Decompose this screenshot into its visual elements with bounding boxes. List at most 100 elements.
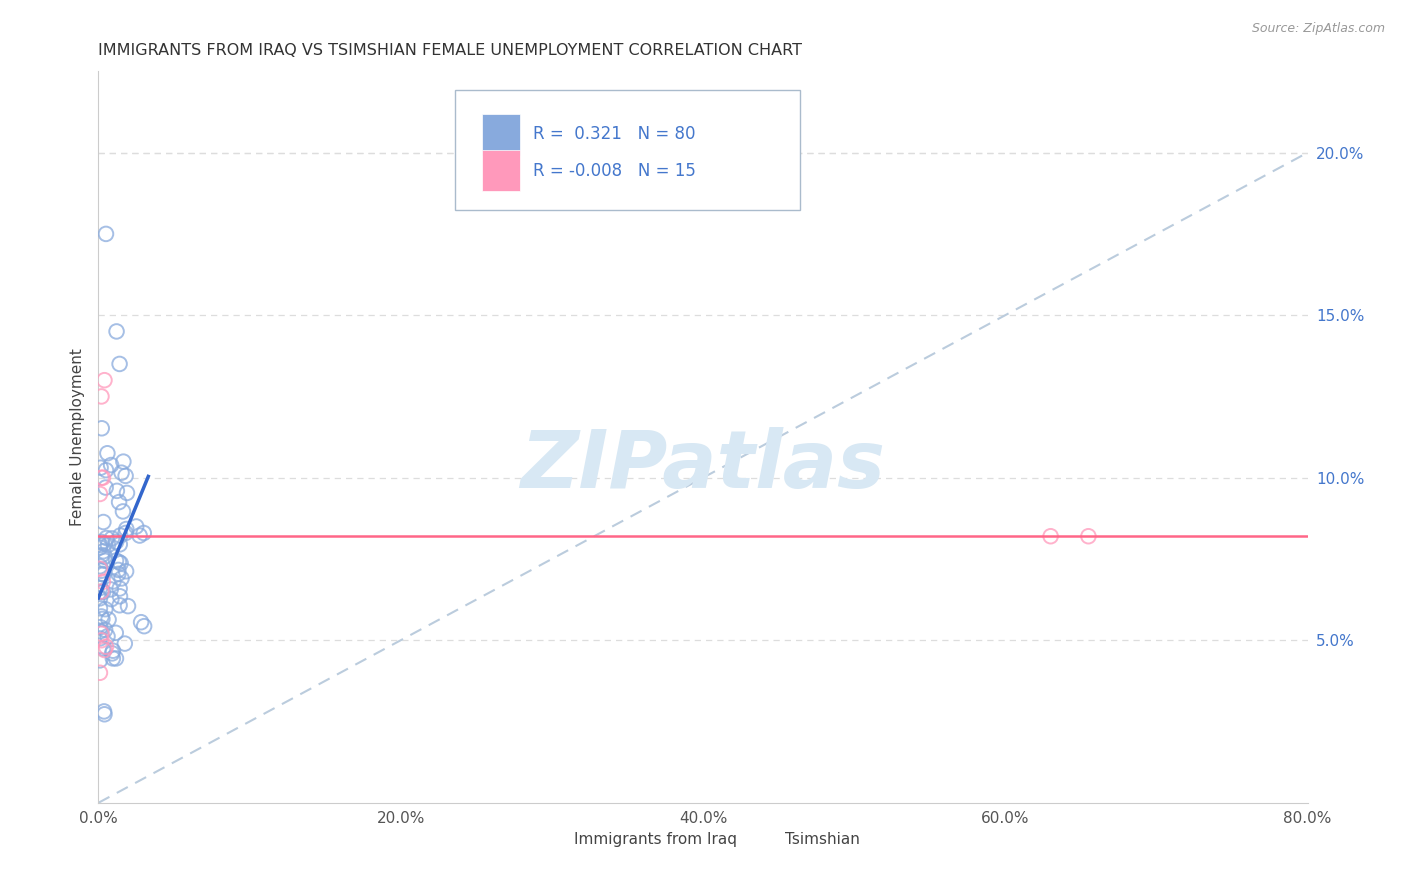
Point [107, 563, 129, 577]
Point [134, 619, 156, 633]
Point [105, 534, 128, 549]
Point [110, 571, 132, 585]
Point [108, 537, 131, 551]
Text: Tsimshian: Tsimshian [785, 832, 860, 847]
Point [103, 574, 125, 589]
Point [96, 629, 118, 643]
Point [111, 504, 134, 518]
Point [90, 421, 112, 435]
Point [91, 585, 114, 599]
Point [105, 483, 128, 498]
Point [93, 643, 115, 657]
Point [104, 625, 127, 640]
Point [101, 646, 124, 660]
Point [104, 553, 127, 567]
Y-axis label: Female Unemployment: Female Unemployment [69, 348, 84, 526]
Point [132, 526, 155, 541]
Point [91, 641, 114, 656]
Point [91, 574, 114, 589]
Text: IMMIGRANTS FROM IRAQ VS TSIMSHIAN FEMALE UNEMPLOYMENT CORRELATION CHART: IMMIGRANTS FROM IRAQ VS TSIMSHIAN FEMALE… [98, 43, 803, 58]
Text: ZIPatlas: ZIPatlas [520, 427, 886, 506]
Point [115, 486, 138, 500]
Point [101, 651, 124, 665]
Point [104, 651, 127, 665]
Point [94, 623, 117, 637]
Point [97, 613, 120, 627]
Point [94, 549, 117, 564]
Point [96, 531, 118, 545]
Point [89, 632, 111, 646]
Point [89, 665, 111, 680]
Point [93, 515, 115, 529]
Point [93, 707, 115, 722]
Point [108, 357, 131, 371]
Point [110, 556, 132, 570]
Point [110, 528, 132, 542]
Point [93, 567, 115, 582]
Point [89, 538, 111, 552]
Point [108, 555, 131, 569]
Point [107, 566, 129, 581]
Point [89, 581, 111, 595]
Point [90, 548, 112, 562]
Point [114, 468, 136, 483]
Point [115, 564, 138, 578]
Text: Immigrants from Iraq: Immigrants from Iraq [574, 832, 737, 847]
Point [90, 389, 112, 403]
Point [91, 544, 114, 558]
Point [90, 460, 112, 475]
Point [93, 705, 115, 719]
Point [93, 373, 115, 387]
Point [1077, 529, 1099, 543]
Point [91, 612, 114, 626]
Point [89, 541, 111, 555]
FancyBboxPatch shape [526, 823, 567, 855]
Point [108, 590, 131, 604]
Point [101, 532, 124, 546]
Point [100, 582, 122, 597]
Point [89, 562, 111, 576]
Point [108, 582, 131, 596]
Point [100, 458, 122, 472]
Point [90, 535, 112, 549]
Point [1039, 529, 1062, 543]
Point [90, 564, 112, 578]
Point [101, 644, 124, 658]
Point [93, 537, 115, 551]
Point [97, 538, 120, 552]
FancyBboxPatch shape [456, 90, 800, 211]
Point [89, 624, 111, 639]
Point [90, 633, 112, 648]
Point [112, 455, 135, 469]
Point [90, 471, 112, 485]
Point [90, 584, 112, 599]
Point [91, 471, 114, 485]
Point [90, 609, 112, 624]
Point [115, 522, 138, 536]
Point [89, 591, 111, 606]
Point [94, 481, 117, 495]
FancyBboxPatch shape [737, 823, 778, 855]
Point [114, 526, 136, 541]
Text: R = -0.008   N = 15: R = -0.008 N = 15 [533, 161, 696, 180]
Point [94, 463, 117, 477]
Point [114, 636, 136, 650]
Point [108, 599, 131, 613]
Point [100, 592, 122, 607]
Point [108, 495, 131, 509]
Point [128, 528, 150, 542]
Point [94, 554, 117, 568]
Point [90, 584, 112, 599]
Point [89, 559, 111, 574]
Point [110, 466, 132, 480]
Point [94, 640, 117, 654]
Point [89, 620, 111, 634]
Point [94, 602, 117, 616]
Point [91, 566, 114, 581]
FancyBboxPatch shape [482, 151, 520, 191]
Point [90, 626, 112, 640]
Point [105, 325, 128, 339]
Text: Source: ZipAtlas.com: Source: ZipAtlas.com [1251, 22, 1385, 36]
Point [89, 601, 111, 615]
Point [94, 227, 117, 241]
